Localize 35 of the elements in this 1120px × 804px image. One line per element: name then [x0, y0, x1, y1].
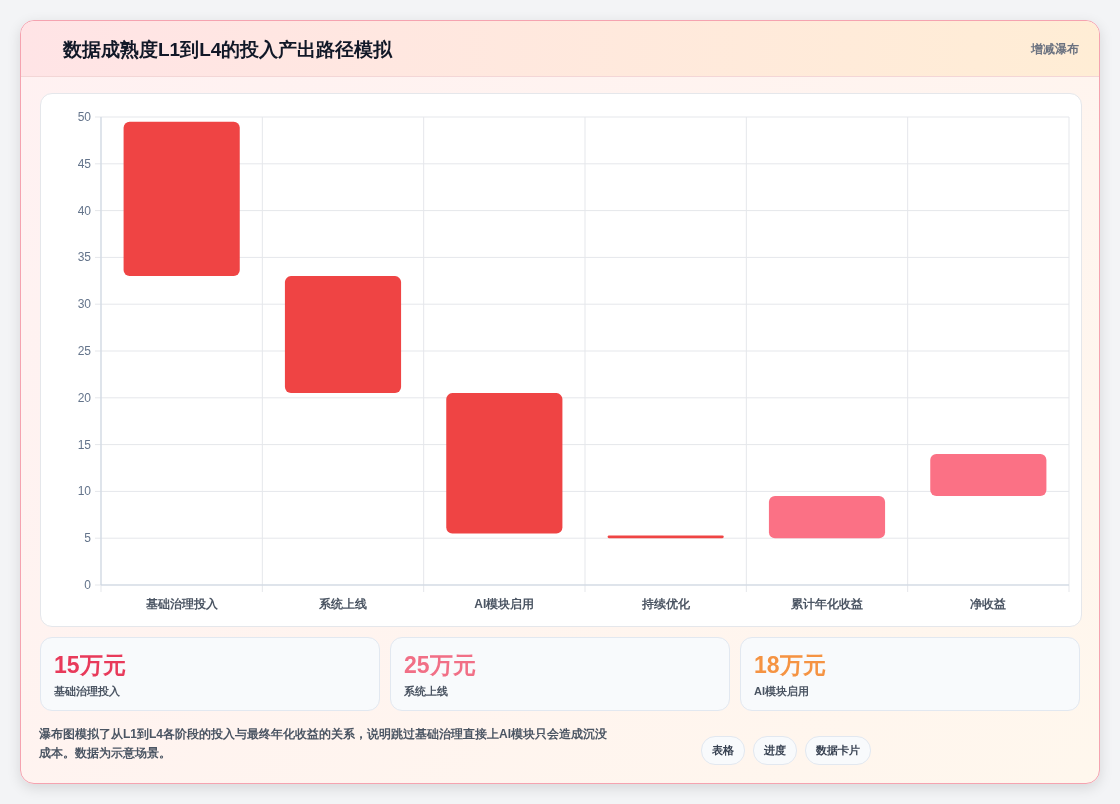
text: 表格: [701, 736, 745, 765]
text: 15万元: [54, 651, 126, 680]
y-tick-label: 25: [77, 344, 92, 358]
text: 系统上线: [404, 684, 448, 699]
y-tick-label: 10: [77, 484, 92, 499]
chart-title: 数据成熟度L1到L4的投入产出路径模拟: [63, 38, 393, 62]
y-tick-label: 20: [77, 390, 92, 405]
y-tick-label: 40: [77, 203, 92, 218]
x-tick-label: AI模块启用: [474, 597, 535, 611]
x-tick-label: 基础治理投入: [144, 597, 219, 611]
x-tick-label: 持续优化: [640, 597, 691, 611]
bar: [446, 393, 563, 534]
bar: [607, 535, 724, 539]
y-tick-label: 15: [77, 437, 92, 452]
text: 25万元: [404, 651, 476, 680]
y-tick-label: 0: [84, 578, 92, 592]
bar: [284, 276, 402, 394]
text: 瀑布图模拟了从L1到L4各阶段的投入与最终年化收益的关系，说明跳过基础治理直接上AI模块只会造成沉没成本。数据为示意场景。: [39, 726, 608, 762]
chart-subtitle: 增减瀑布: [1031, 41, 1079, 58]
bar: [930, 453, 1047, 497]
text: AI模块启用: [754, 684, 809, 699]
y-tick-label: 45: [77, 156, 92, 171]
text: 基础治理投入: [54, 684, 120, 699]
bar: [768, 496, 886, 539]
y-tick-label: 35: [77, 250, 92, 265]
y-tick-label: 50: [77, 110, 92, 124]
x-tick-label: 净收益: [970, 597, 1007, 611]
bar: [123, 121, 240, 277]
text: 18万元: [754, 651, 826, 680]
x-tick-label: 系统上线: [318, 597, 367, 611]
y-tick-label: 30: [77, 297, 92, 312]
x-tick-label: 累计年化收益: [790, 597, 863, 611]
text: 数据卡片: [805, 736, 871, 765]
text: 进度: [753, 736, 797, 765]
y-tick-label: 5: [84, 531, 92, 546]
